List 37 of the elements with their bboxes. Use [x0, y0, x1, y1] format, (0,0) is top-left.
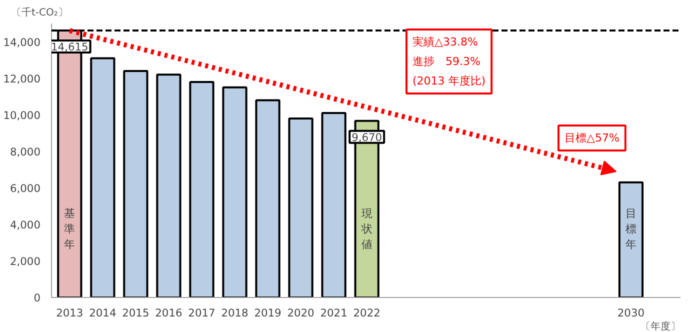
x-tick-label: 2015: [122, 306, 150, 320]
bar: [255, 99, 280, 298]
annotation: 目標年: [625, 206, 636, 252]
bar: [618, 181, 644, 298]
data-label: 9,670: [352, 130, 382, 144]
x-tick-label: 2017: [188, 306, 216, 320]
x-tick-label: 2016: [155, 306, 182, 320]
bar: [189, 80, 214, 298]
bar: [222, 86, 248, 298]
x-tick-label: 2022: [353, 306, 380, 320]
y-tick-label: 10,000: [3, 108, 41, 122]
annotation: 基準年: [64, 206, 76, 252]
y-tick-label: 0: [34, 292, 41, 304]
y-axis-title: 〔千t-CO₂〕: [12, 6, 68, 18]
y-tick-label: 6,000: [10, 182, 41, 195]
y-tick-label: 14,000: [3, 36, 41, 49]
x-axis-title: 〔年度〕: [640, 320, 680, 332]
x-tick-label: 2020: [287, 306, 315, 320]
bar: [123, 70, 148, 298]
y-tick-label: 12,000: [3, 72, 41, 86]
y-tick-label: 8,000: [10, 145, 41, 158]
annotation: 目標△57%: [564, 132, 620, 144]
x-tick-label: 2021: [320, 306, 348, 320]
annotation: 実績△33.8% 進捗 59.3% (2013 年度比): [412, 36, 486, 88]
x-tick-label: 2030: [617, 306, 645, 320]
y-tick-label: 2,000: [10, 254, 41, 268]
bar: [321, 112, 346, 298]
x-tick-label: 2014: [89, 306, 116, 320]
annotation: 現状値: [360, 206, 372, 252]
data-label: 14,615: [51, 40, 88, 54]
bar: [156, 74, 182, 298]
y-tick-label: 4,000: [10, 218, 41, 232]
bar: [288, 117, 314, 298]
bar: [90, 57, 116, 298]
x-tick-label: 2018: [221, 306, 249, 320]
x-tick-label: 2019: [254, 306, 282, 320]
x-tick-label: 2013: [56, 306, 84, 320]
